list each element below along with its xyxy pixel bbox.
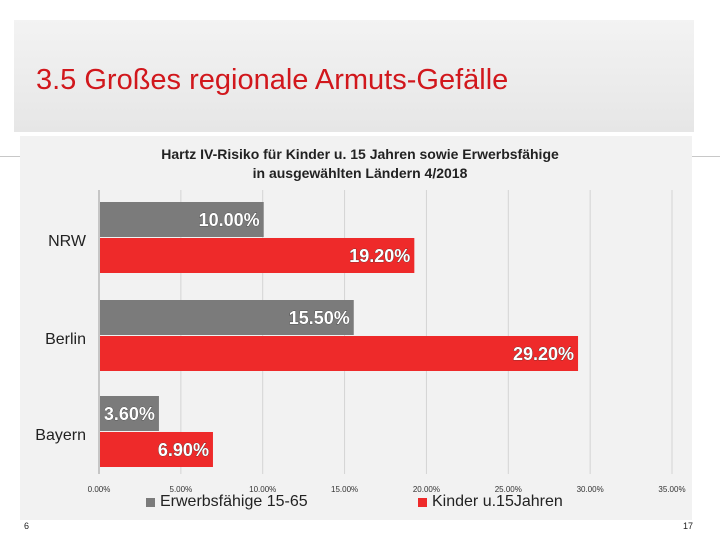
legend-swatch-gray [146,497,155,507]
legend-label-erwerbsfaehige: Erwerbsfähige 15-65 [160,493,308,510]
data-label: 15.50% [289,308,350,328]
bar [100,202,264,237]
chart-title-block: Hartz IV-Risiko für Kinder u. 15 Jahren … [90,145,630,183]
slide-title: 3.5 Großes regionale Armuts-Gefälle [36,64,509,96]
data-label: 29.20% [513,344,574,364]
x-tick-label: 35.00% [658,485,685,494]
data-label: 6.90% [158,440,209,460]
divider-left [0,156,30,157]
data-label: 3.60% [104,404,155,424]
legend-item-kinder: Kinder u.15Jahren [418,493,563,511]
bar [100,238,415,273]
x-tick-label: 20.00% [413,485,440,494]
bar [100,336,579,371]
data-label: 19.20% [349,246,410,266]
data-label: 10.00% [199,210,260,230]
bar [100,432,213,467]
title-band [14,20,694,132]
x-tick-label: 15.00% [331,485,358,494]
page-number-right: 17 [683,521,694,531]
x-tick-label: 30.00% [577,485,604,494]
chart-title: Hartz IV-Risiko für Kinder u. 15 Jahren … [161,146,559,162]
legend-label-kinder: Kinder u.15Jahren [432,493,563,510]
page-number-left: 6 [24,521,30,531]
legend-swatch-red [418,497,427,507]
category-label: Bayern [35,427,86,444]
divider-right [684,156,720,157]
x-tick-label: 25.00% [495,485,522,494]
legend-item-erwerbsfaehige: Erwerbsfähige 15-65 [146,493,308,511]
bar [100,300,354,335]
bar [100,396,159,431]
x-tick-label: 5.00% [170,485,193,494]
chart-subtitle: in ausgewählten Ländern 4/2018 [252,165,468,181]
category-label: NRW [48,233,87,250]
x-tick-label: 10.00% [249,485,276,494]
category-label: Berlin [45,331,86,348]
x-tick-label: 0.00% [88,485,111,494]
